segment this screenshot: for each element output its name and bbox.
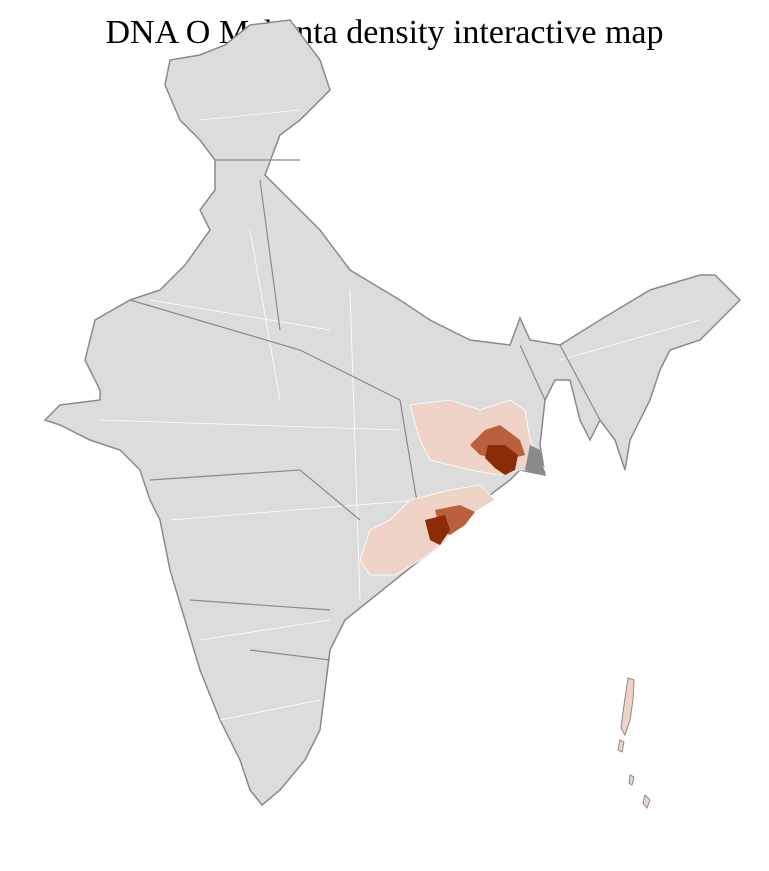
bangladesh-border-area: [525, 445, 545, 475]
india-outline[interactable]: [43, 19, 742, 807]
map-title: DNA O Mahanta density interactive map: [105, 14, 664, 51]
district-borders: [99, 109, 701, 721]
state-borders: [129, 159, 601, 661]
andaman-nicobar-islands[interactable]: [617, 677, 651, 809]
region-west-bengal-core[interactable]: [485, 445, 518, 475]
region-odisha-ganjam[interactable]: [425, 515, 450, 545]
